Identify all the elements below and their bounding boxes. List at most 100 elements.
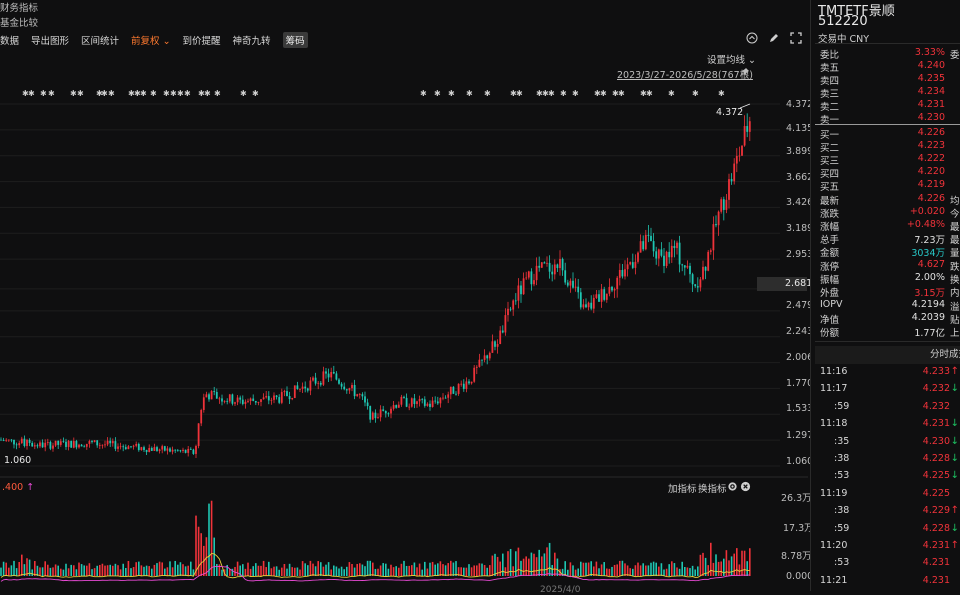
candle-body — [590, 302, 593, 309]
candle-body — [496, 343, 499, 347]
toolbar-export[interactable]: 导出图形 — [31, 36, 70, 47]
event-marker-icon: ✱ — [163, 89, 170, 98]
candle-body — [46, 441, 49, 443]
draw-pen-icon[interactable] — [768, 32, 780, 47]
tick-row: :59 4.228 ↓ — [818, 523, 960, 540]
kline-chart[interactable]: ✱ ✱ ✱ ✱ ✱ ✱ ✱ ✱ ✱ ✱ ✱ ✱ ✱ ✱ ✱ ✱ ✱ ✱ ✱ ✱ ✱ ✱ ✱ ✱ ✱ ✱ ✱ ✱ ✱ ✱ ✱ ✱ ✱ ✱ ✱ ✱ ✱ ✱ ✱ ✱… — [0, 49, 808, 591]
tick-time: 11:19 — [820, 487, 848, 499]
volume-bar — [177, 564, 179, 576]
volume-bar — [629, 568, 631, 576]
toolbar-data[interactable]: 数据 — [0, 36, 20, 47]
candle-body — [449, 386, 452, 395]
toolbar-adjust-dropdown[interactable]: 前复权 ⌄ — [131, 36, 171, 47]
volume-bar — [730, 556, 733, 576]
event-marker-icon: ✱ — [542, 89, 549, 98]
volume-bar — [723, 558, 725, 576]
quote-row-value: 4.226 — [917, 193, 945, 204]
volume-ma-label: .400 ↑ — [2, 482, 35, 493]
volume-bar — [499, 561, 501, 576]
candle-body — [301, 386, 304, 389]
candle-body — [241, 399, 244, 404]
volume-bar — [216, 564, 218, 576]
event-marker-icon: ✱ — [108, 89, 115, 98]
toolbar-magic-nine[interactable]: 神奇九转 — [232, 36, 271, 47]
candle-body — [374, 412, 377, 419]
toolbar-range-stats[interactable]: 区间统计 — [81, 36, 120, 47]
candle-body — [169, 448, 171, 452]
quote-row-value: +0.48% — [906, 219, 945, 230]
arrow-down-icon: ↓ — [950, 522, 959, 534]
candle-body — [85, 443, 88, 447]
candle-body — [364, 396, 366, 403]
candle-body — [226, 400, 229, 402]
candle-body — [470, 381, 473, 384]
event-marker-icon: ✱ — [22, 89, 29, 98]
candle-body — [62, 441, 65, 443]
candle-body — [114, 441, 117, 449]
volume-bar — [353, 567, 356, 576]
quote-row-value: 4.234 — [917, 86, 945, 97]
volume-bar — [31, 569, 33, 576]
volume-bar — [606, 568, 608, 576]
volume-bar — [114, 563, 117, 576]
toolbar-price-alert[interactable]: 到价提醒 — [182, 36, 221, 47]
quote-row-value: 3034万 — [911, 248, 945, 259]
quote-row: 卖一 4.230 — [820, 112, 960, 126]
candle-body — [39, 442, 41, 447]
volume-bar — [652, 561, 655, 576]
indicator-settings-icon[interactable] — [727, 481, 738, 495]
toolbar-chips[interactable]: 筹码 — [282, 32, 308, 48]
candle-body — [595, 294, 598, 298]
volume-bar — [99, 564, 101, 576]
candle-body — [314, 377, 317, 384]
volume-bar — [655, 562, 657, 576]
tick-time: 11:16 — [820, 366, 848, 377]
volume-bar — [213, 537, 215, 576]
collapse-up-icon[interactable] — [746, 32, 758, 47]
menu-fund-compare[interactable]: 基金比较 — [0, 18, 39, 29]
volume-bar — [743, 550, 746, 576]
candle-body — [694, 284, 697, 287]
volume-bar — [634, 565, 637, 576]
menu-finance-indicators[interactable]: 财务指标 — [0, 3, 39, 14]
candle-body — [733, 163, 736, 182]
candle-body — [234, 402, 236, 404]
volume-bar — [582, 562, 585, 576]
candle-body — [431, 400, 434, 407]
pin-icon[interactable] — [740, 67, 750, 80]
candle-body — [657, 249, 660, 259]
candle-body — [88, 441, 91, 444]
volume-bar — [249, 568, 252, 576]
fullscreen-icon[interactable] — [790, 32, 802, 47]
volume-bar — [736, 548, 738, 576]
volume-bar — [0, 567, 2, 576]
volume-bar — [398, 567, 400, 576]
volume-bar — [746, 561, 748, 576]
candle-body — [122, 446, 125, 448]
candle-body — [44, 442, 47, 448]
add-indicator-button[interactable]: 加指标 — [668, 484, 697, 495]
candle-body — [481, 359, 483, 361]
switch-indicator-button[interactable]: 换指标 — [698, 484, 727, 495]
candle-body — [231, 394, 234, 404]
candle-body — [286, 391, 288, 397]
quote-row-value: +0.020 — [909, 206, 945, 217]
candle-body — [715, 224, 717, 226]
volume-bar — [470, 567, 473, 576]
ma-settings-dropdown[interactable]: 设置均线 ⌄ — [707, 55, 756, 66]
max-pointer-line — [739, 103, 751, 109]
candle-body — [96, 440, 99, 446]
quote-row-label: 振幅 — [820, 275, 840, 286]
candle-body — [540, 262, 543, 268]
volume-bar — [377, 568, 379, 576]
volume-bar — [96, 565, 98, 576]
volume-bar — [364, 566, 366, 576]
indicator-close-icon[interactable] — [740, 481, 751, 495]
volume-bar — [291, 567, 293, 576]
quote-row-label: 总手 — [820, 235, 840, 246]
volume-bar — [541, 556, 543, 576]
candle-body — [327, 373, 330, 378]
candle-body — [644, 234, 647, 250]
event-marker-icon: ✱ — [668, 89, 675, 98]
candle-body — [728, 179, 730, 200]
